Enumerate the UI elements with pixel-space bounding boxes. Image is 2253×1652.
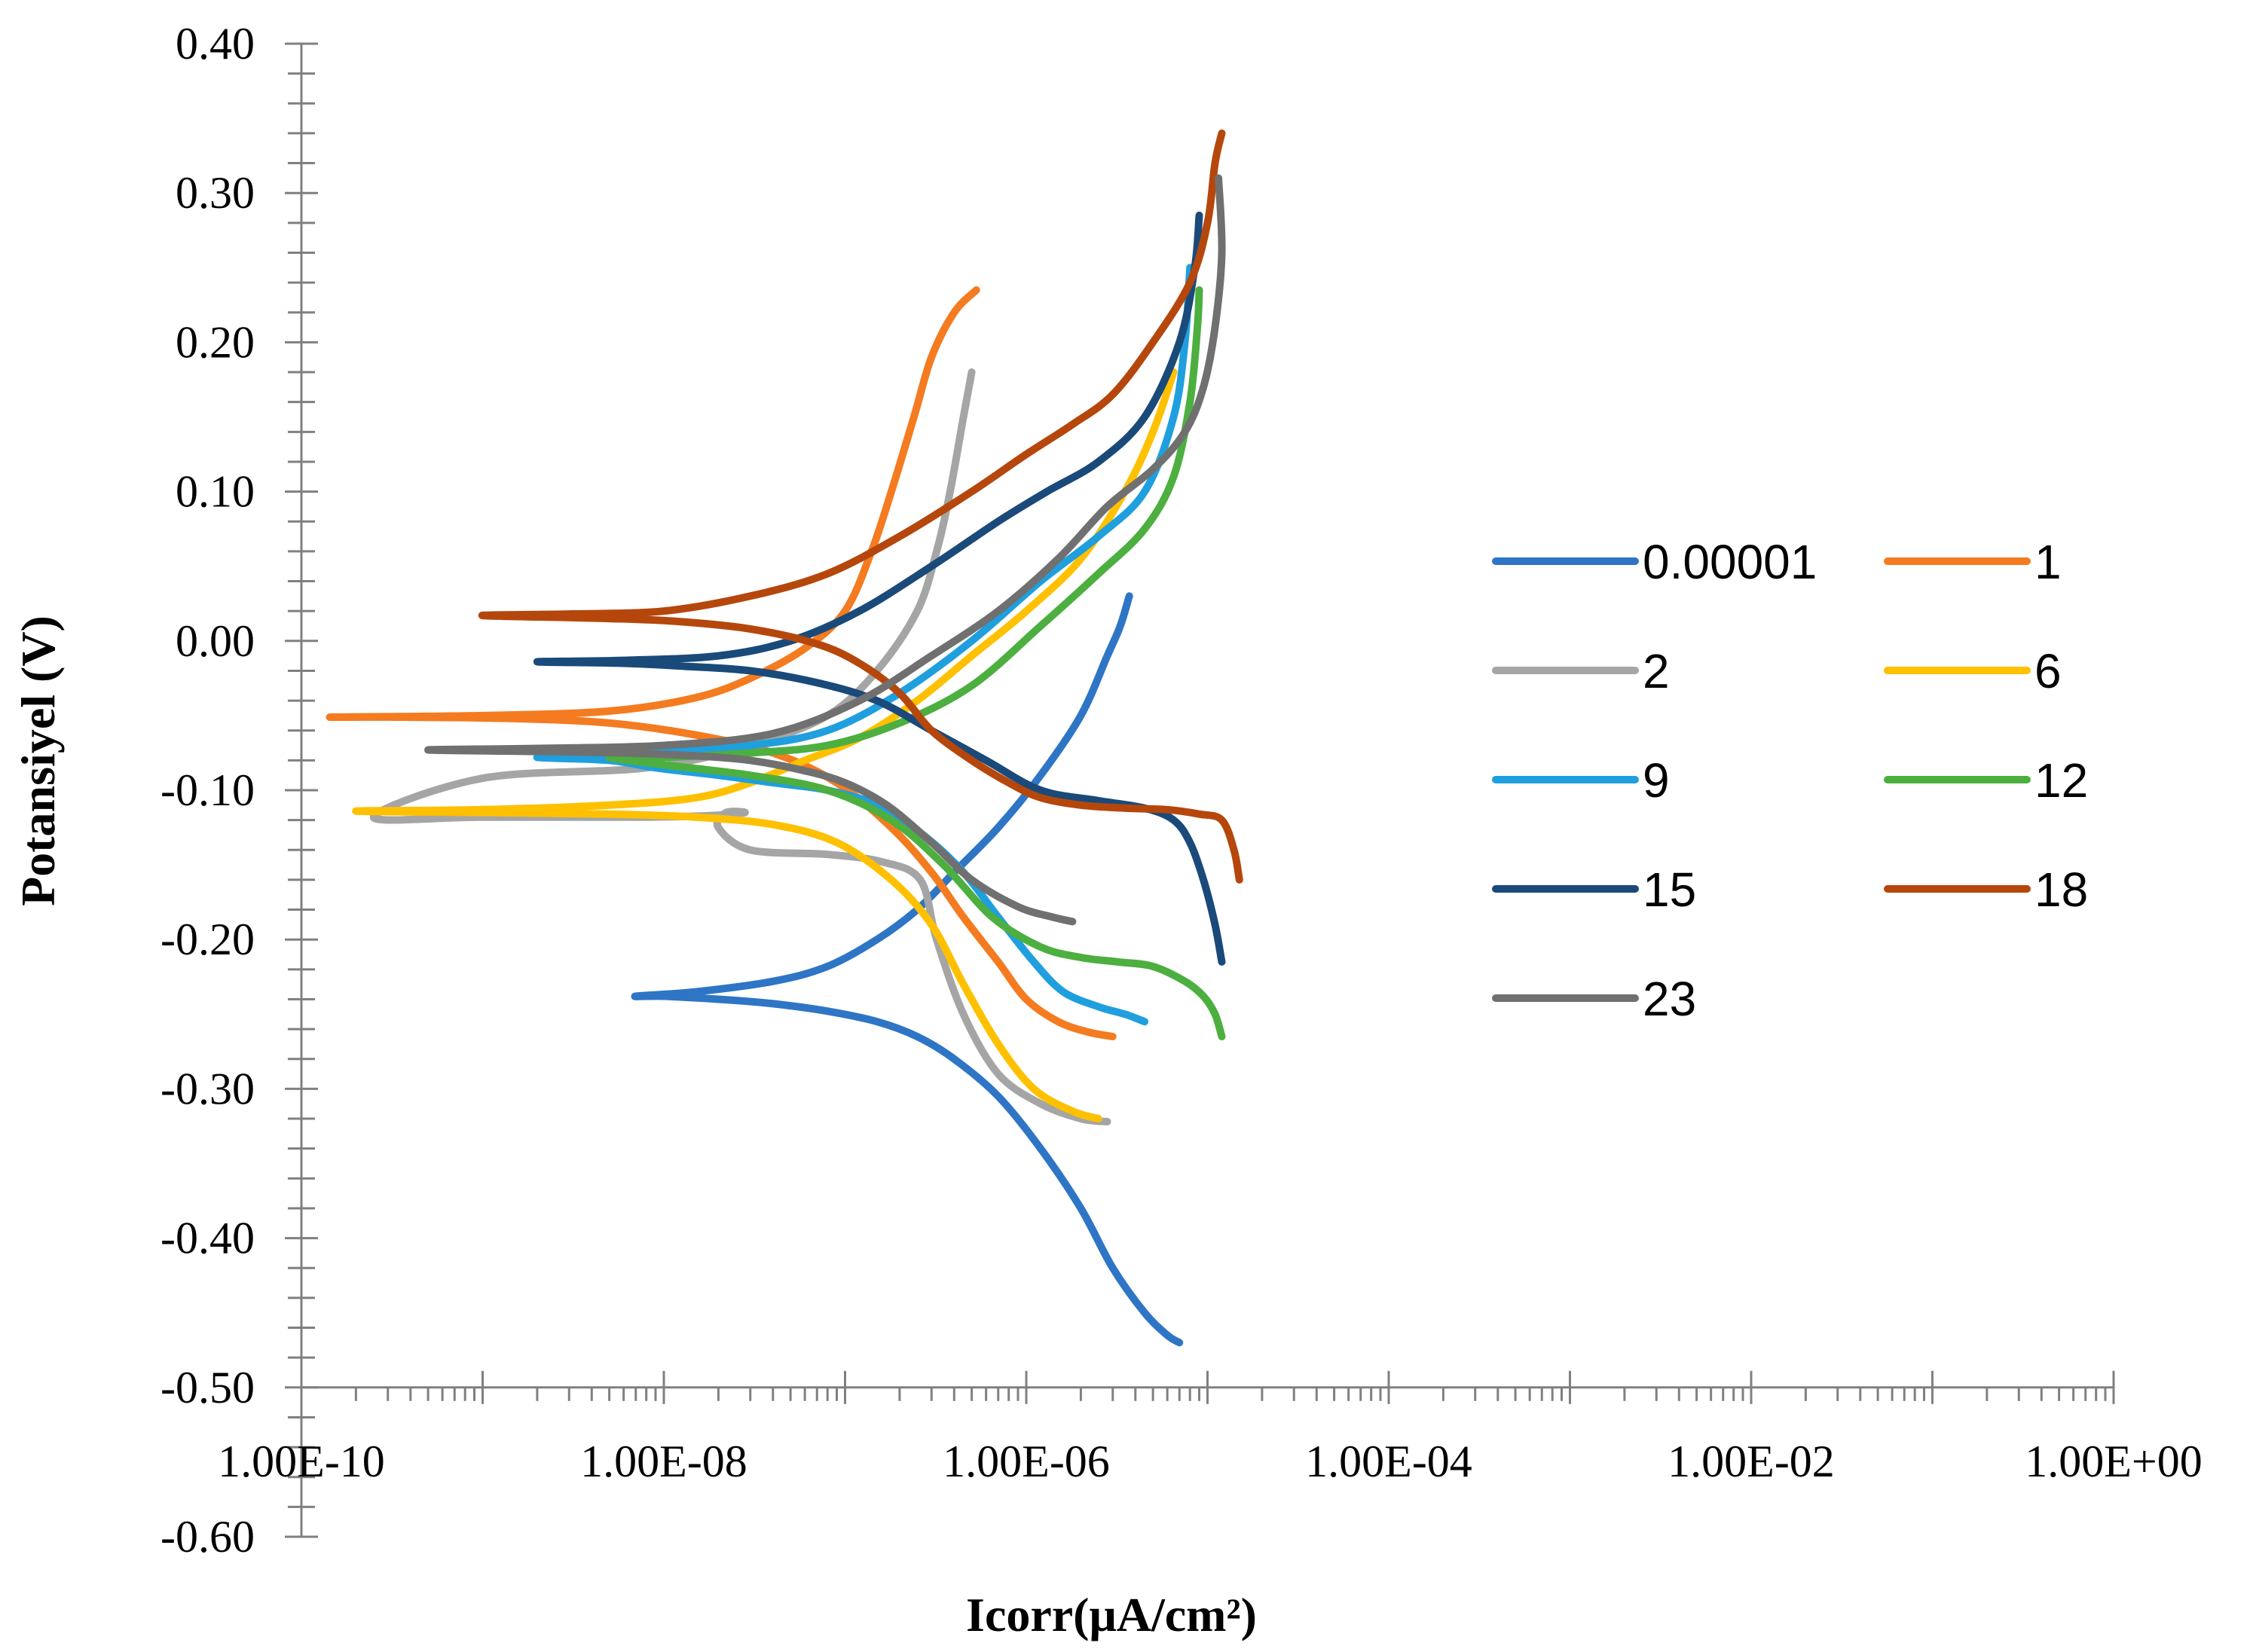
y-tick-label: -0.50 [160,1363,255,1412]
legend-label-15: 15 [1643,863,1696,917]
legend-label-23: 23 [1643,972,1696,1026]
y-tick-label: 0.20 [176,317,255,367]
y-tick-label: -0.20 [160,915,255,964]
legend-label-18: 18 [2034,863,2088,917]
legend-label-0.00001: 0.00001 [1643,535,1817,589]
y-tick-label: 0.00 [176,616,255,666]
legend-label-2: 2 [1643,644,1670,698]
y-tick-label: -0.40 [160,1214,255,1263]
y-axis-title: Potansiyel (V) [11,615,65,906]
series-line-18 [478,129,1243,884]
series-layer [326,129,1243,1347]
x-tick-label: 1.00E+00 [2025,1437,2203,1486]
y-tick-label: -0.30 [160,1064,255,1113]
series-line-23 [424,174,1226,926]
x-tick-label: 1.00E-04 [1305,1437,1472,1486]
x-axis-title: Icorr(μA/cm²) [966,1588,1257,1641]
legend-label-1: 1 [2034,535,2062,589]
y-tick-label: -0.10 [160,765,255,815]
y-tick-label: 0.10 [176,467,255,517]
legend-label-9: 9 [1643,753,1670,808]
x-tick-label: 1.00E-08 [580,1437,747,1486]
x-tick-label: 1.00E-02 [1668,1437,1835,1486]
x-tick-label: 1.00E-06 [943,1437,1110,1486]
legend-label-6: 6 [2034,644,2062,698]
y-tick-label: 0.30 [176,168,255,218]
y-tick-label: -0.60 [160,1512,255,1562]
series-line-6 [352,368,1178,1122]
x-tick-label: 1.00E-10 [218,1437,385,1486]
axes: 0.40 0.30 0.20 0.10 0.00 -0.10 -0.20 -0.30 -0.40… [160,19,2203,1562]
series-line-1 [326,286,1117,1040]
y-tick-label: 0.40 [176,19,255,69]
series-line-12 [605,286,1226,1040]
legend-label-12: 12 [2034,753,2088,808]
